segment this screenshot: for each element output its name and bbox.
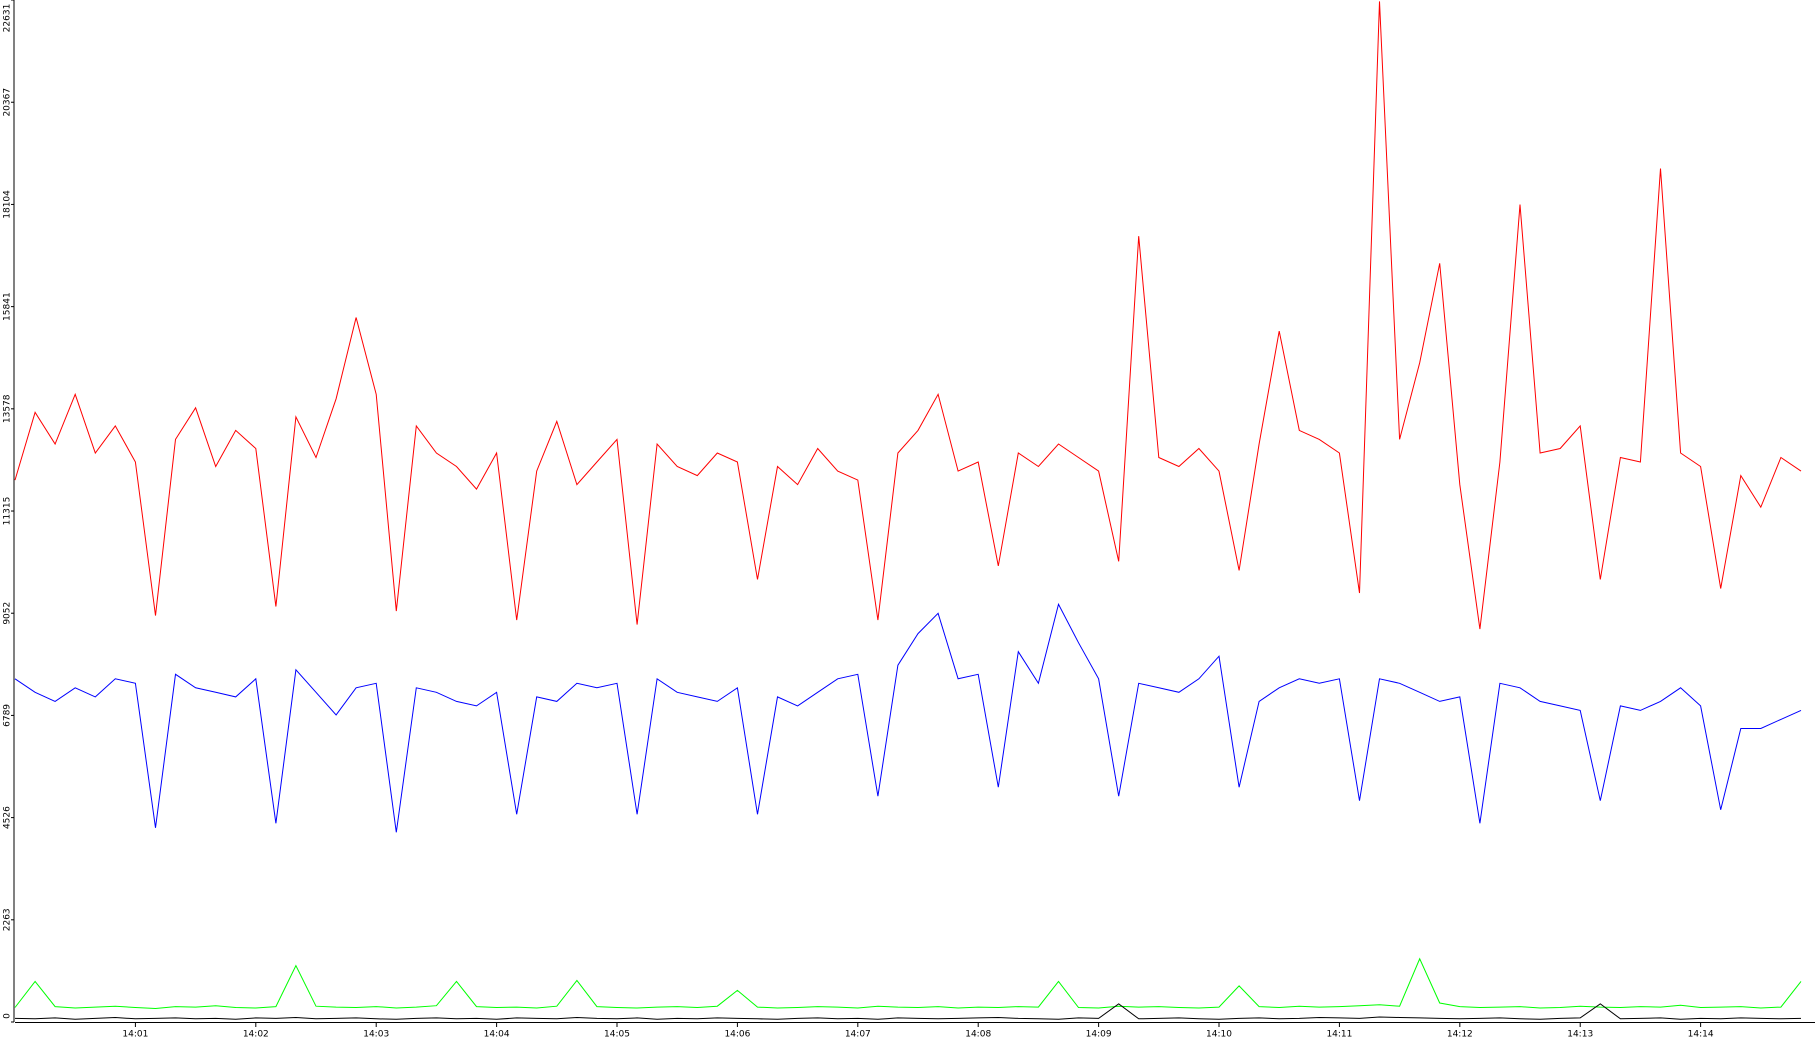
series-line (14, 602, 1802, 833)
y-tick-label: 11315 (3, 497, 13, 526)
y-tick-label: 6789 (3, 704, 13, 727)
x-tick-label: 14:09 (1086, 1030, 1112, 1039)
x-tick-label: 14:12 (1447, 1030, 1473, 1039)
x-tick-label: 14:10 (1206, 1030, 1232, 1039)
y-tick-label: 15841 (3, 292, 13, 321)
x-tick-label: 14:01 (122, 1030, 148, 1039)
x-tick-label: 14:07 (845, 1030, 871, 1039)
y-tick-label: 13578 (3, 394, 13, 423)
x-tick-label: 14:04 (484, 1030, 510, 1039)
y-tick-label: 20367 (3, 88, 13, 117)
series-line (14, 1, 1802, 630)
x-tick-label: 14:11 (1326, 1030, 1352, 1039)
y-tick-label: 22631 (3, 4, 13, 33)
series-line (14, 957, 1802, 1010)
series-line (14, 1003, 1802, 1020)
x-tick-label: 14:13 (1567, 1030, 1593, 1039)
y-tick-label: 2263 (3, 908, 13, 931)
x-tick-label: 14:14 (1688, 1030, 1714, 1039)
x-tick-label: 14:02 (243, 1030, 269, 1039)
x-tick-label: 14:05 (604, 1030, 630, 1039)
y-tick-label: 4526 (3, 806, 13, 829)
y-tick-label: 18104 (3, 190, 13, 219)
x-tick-label: 14:06 (724, 1030, 750, 1039)
y-tick-label: 0 (3, 1013, 13, 1019)
x-tick-label: 14:03 (363, 1030, 389, 1039)
x-tick-label: 14:08 (965, 1030, 991, 1039)
y-tick-label: 9052 (3, 602, 13, 625)
